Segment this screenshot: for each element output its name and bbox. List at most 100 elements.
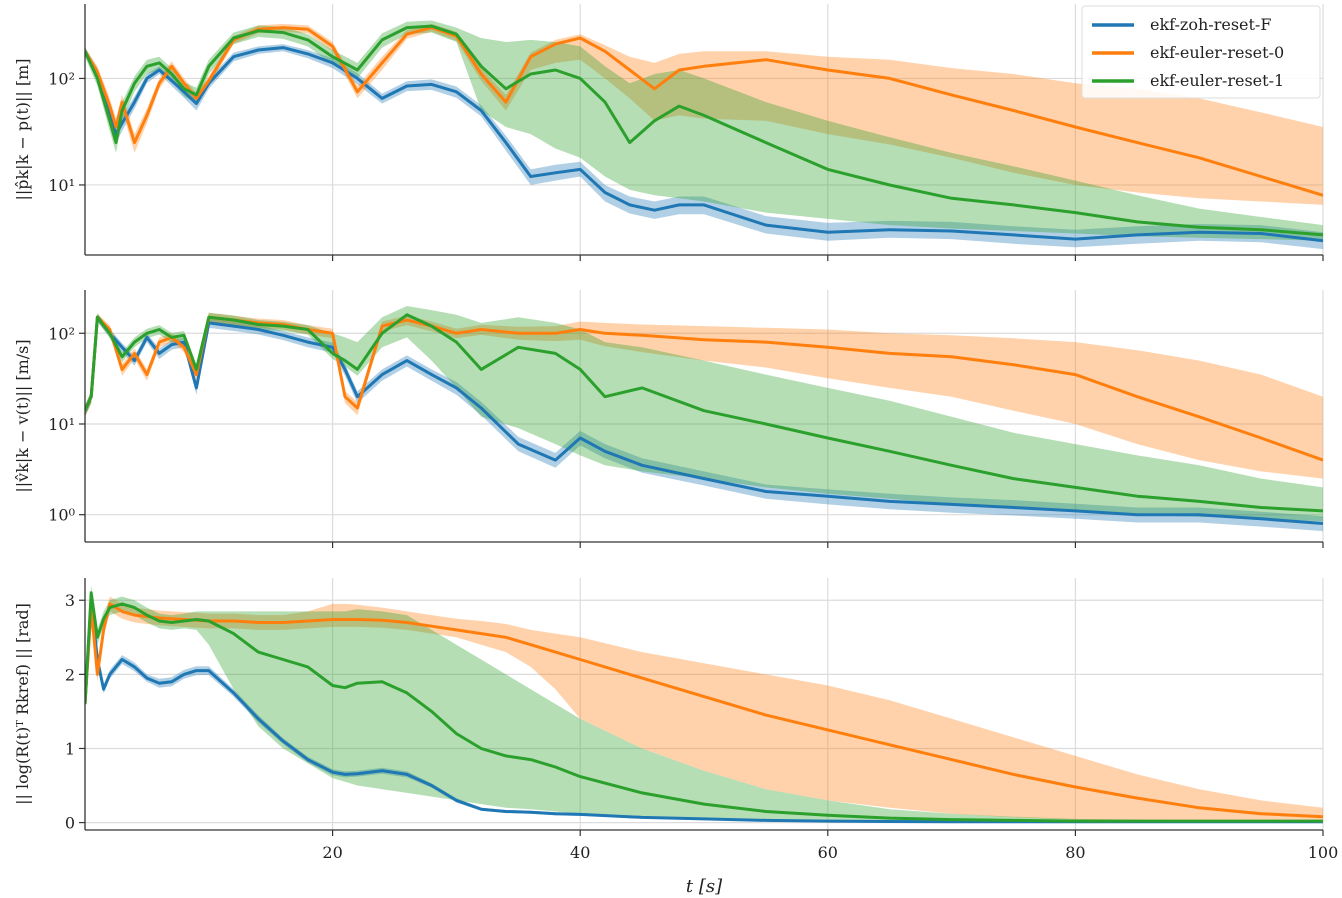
point-ekf-euler-reset-0 — [431, 625, 433, 627]
point-ekf-euler-reset-1 — [183, 334, 185, 336]
point-ekf-euler-reset-0 — [133, 352, 136, 354]
point-ekf-zoh-reset-F — [171, 344, 173, 346]
point-ekf-euler-reset-0 — [604, 332, 606, 334]
point-ekf-zoh-reset-F — [765, 224, 767, 226]
point-ekf-euler-reset-0 — [171, 65, 173, 67]
point-ekf-euler-reset-0 — [307, 28, 309, 30]
point-ekf-euler-reset-1 — [356, 682, 358, 684]
point-ekf-euler-reset-1 — [951, 197, 953, 199]
point-ekf-euler-reset-0 — [1136, 396, 1138, 398]
y-tick-label: 10¹ — [48, 176, 75, 195]
point-ekf-euler-reset-1 — [133, 82, 136, 84]
point-ekf-euler-reset-1 — [1260, 820, 1262, 822]
point-ekf-zoh-reset-F — [121, 122, 123, 124]
point-ekf-zoh-reset-F — [431, 374, 433, 376]
point-ekf-euler-reset-0 — [1260, 437, 1262, 439]
point-ekf-euler-reset-1 — [208, 316, 210, 318]
point-ekf-zoh-reset-F — [480, 407, 482, 409]
point-ekf-euler-reset-0 — [1136, 797, 1138, 799]
point-ekf-zoh-reset-F — [1012, 506, 1015, 509]
point-ekf-zoh-reset-F — [530, 175, 532, 178]
point-ekf-euler-reset-1 — [171, 621, 173, 624]
point-ekf-euler-reset-1 — [530, 73, 532, 75]
point-ekf-euler-reset-1 — [90, 592, 92, 594]
point-ekf-zoh-reset-F — [951, 503, 953, 505]
point-ekf-euler-reset-0 — [455, 332, 457, 334]
point-ekf-euler-reset-0 — [604, 50, 606, 52]
point-ekf-euler-reset-1 — [765, 423, 767, 425]
point-ekf-euler-reset-1 — [233, 633, 235, 635]
point-ekf-zoh-reset-F — [344, 773, 346, 776]
point-ekf-euler-reset-1 — [344, 687, 346, 689]
point-ekf-zoh-reset-F — [282, 334, 284, 336]
point-ekf-zoh-reset-F — [1074, 510, 1076, 512]
point-ekf-euler-reset-1 — [629, 142, 631, 144]
point-ekf-euler-reset-0 — [356, 91, 358, 93]
point-ekf-euler-reset-0 — [505, 101, 507, 103]
point-ekf-zoh-reset-F — [381, 374, 383, 376]
point-ekf-euler-reset-0 — [381, 62, 383, 64]
point-ekf-euler-reset-1 — [480, 747, 482, 750]
point-ekf-zoh-reset-F — [183, 673, 185, 676]
point-ekf-zoh-reset-F — [195, 387, 197, 389]
point-ekf-zoh-reset-F — [641, 816, 643, 819]
point-ekf-euler-reset-0 — [827, 346, 829, 348]
point-ekf-euler-reset-1 — [121, 109, 123, 112]
point-ekf-zoh-reset-F — [406, 773, 408, 776]
point-ekf-zoh-reset-F — [121, 346, 123, 348]
point-ekf-zoh-reset-F — [431, 784, 433, 787]
band-ekf-euler-reset-1 — [85, 20, 1323, 241]
point-ekf-euler-reset-1 — [257, 30, 259, 32]
point-ekf-euler-reset-1 — [641, 387, 643, 389]
point-ekf-zoh-reset-F — [307, 341, 309, 343]
point-ekf-euler-reset-0 — [1074, 126, 1076, 128]
x-tick-label: 100 — [1308, 843, 1339, 862]
point-ekf-euler-reset-1 — [1136, 221, 1138, 223]
point-ekf-euler-reset-0 — [579, 37, 581, 39]
point-ekf-euler-reset-1 — [765, 810, 767, 813]
point-ekf-euler-reset-1 — [171, 336, 173, 338]
point-ekf-euler-reset-1 — [1322, 820, 1323, 822]
point-ekf-euler-reset-1 — [103, 618, 105, 620]
point-ekf-euler-reset-1 — [505, 88, 507, 90]
point-ekf-zoh-reset-F — [233, 56, 235, 58]
point-ekf-zoh-reset-F — [1074, 238, 1076, 240]
point-ekf-zoh-reset-F — [951, 230, 953, 232]
point-ekf-euler-reset-0 — [554, 651, 557, 653]
point-ekf-euler-reset-1 — [121, 603, 123, 605]
point-ekf-euler-reset-0 — [480, 328, 482, 331]
point-ekf-zoh-reset-F — [1136, 514, 1138, 516]
point-ekf-euler-reset-1 — [381, 39, 383, 41]
point-ekf-zoh-reset-F — [257, 49, 259, 51]
point-ekf-euler-reset-1 — [455, 341, 457, 343]
y-axis-label: || log(R(t)ᵀ Rkref) || [rad] — [13, 603, 32, 805]
y-axis-label: ||v̂k|k − v(t)|| [m/s] — [13, 339, 32, 492]
point-ekf-zoh-reset-F — [282, 47, 284, 49]
point-ekf-euler-reset-1 — [332, 684, 334, 687]
point-ekf-euler-reset-1 — [158, 328, 160, 331]
point-ekf-zoh-reset-F — [554, 172, 557, 174]
point-ekf-zoh-reset-F — [765, 490, 767, 493]
point-ekf-euler-reset-1 — [183, 88, 185, 90]
point-ekf-euler-reset-0 — [381, 325, 383, 327]
point-ekf-euler-reset-1 — [307, 666, 309, 668]
point-ekf-euler-reset-1 — [344, 360, 346, 362]
point-ekf-zoh-reset-F — [233, 692, 235, 694]
point-ekf-euler-reset-1 — [517, 346, 519, 348]
point-ekf-euler-reset-0 — [109, 603, 111, 605]
point-ekf-euler-reset-1 — [579, 368, 581, 370]
point-ekf-euler-reset-0 — [257, 621, 259, 624]
point-ekf-zoh-reset-F — [579, 437, 581, 439]
point-ekf-euler-reset-0 — [765, 341, 767, 343]
plot-area — [85, 306, 1323, 532]
point-ekf-euler-reset-0 — [1136, 142, 1138, 144]
point-ekf-euler-reset-0 — [282, 27, 284, 29]
point-ekf-euler-reset-1 — [554, 69, 557, 71]
point-ekf-zoh-reset-F — [1012, 234, 1015, 236]
point-ekf-euler-reset-1 — [356, 368, 358, 370]
point-ekf-euler-reset-0 — [629, 69, 631, 71]
point-ekf-euler-reset-1 — [1136, 820, 1138, 822]
y-tick-label: 10² — [48, 69, 75, 88]
point-ekf-euler-reset-1 — [133, 341, 136, 343]
point-ekf-euler-reset-0 — [158, 82, 160, 84]
